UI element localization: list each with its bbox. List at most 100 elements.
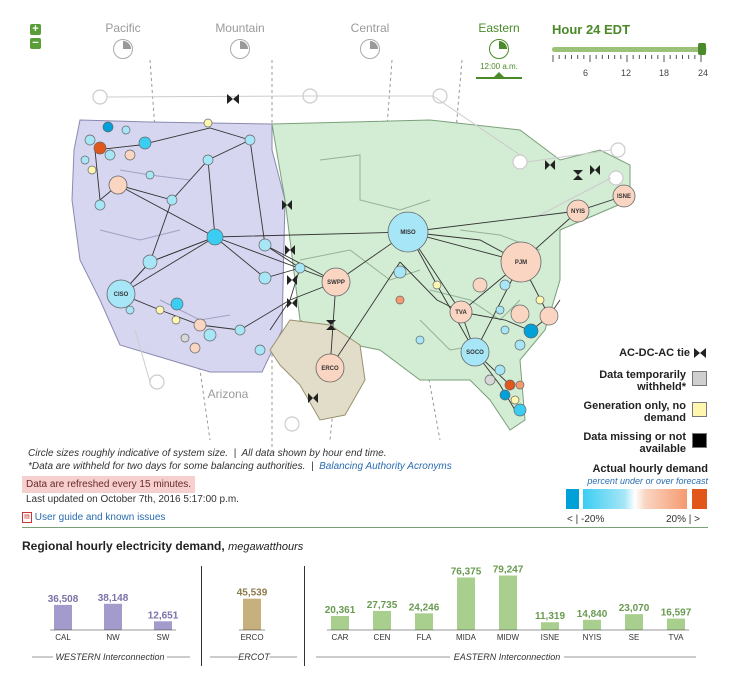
notes-line-2: *Data are withheld for two days for some…: [28, 461, 568, 472]
bar-value-fla: 24,246: [409, 602, 440, 613]
bar-value-mida: 76,375: [451, 566, 482, 577]
label-erco: ERCO: [321, 366, 339, 372]
note-hour-end: All data shown by hour end time.: [241, 448, 387, 459]
timezone-label: Mountain: [215, 21, 265, 35]
demand-color-scale: [566, 489, 707, 509]
tie-icon: [694, 348, 706, 358]
hour-label: Hour 24 EDT: [552, 22, 631, 37]
label-isne: ISNE: [617, 194, 631, 200]
bar-value-nyis: 14,840: [577, 609, 608, 620]
arizona-label: Arizona: [208, 387, 249, 401]
bar-value-se: 23,070: [619, 603, 650, 614]
node-ciso[interactable]: [106, 279, 136, 309]
bar-value-erco: 45,539: [237, 588, 268, 599]
group-label-2: EASTERN Interconnection: [454, 652, 561, 662]
gen-only-swatch: [692, 402, 707, 417]
node-soco[interactable]: [460, 337, 490, 367]
node-tva[interactable]: [449, 300, 473, 324]
bar-value-midw: 79,247: [493, 565, 524, 576]
balancing-authority-nodes[interactable]: [80, 118, 559, 417]
timezone-eastern[interactable]: Eastern 12:00 a.m.: [454, 21, 544, 79]
timezone-label: Pacific: [105, 21, 141, 35]
bar-category-midw: MIDW: [497, 633, 520, 642]
node-isne[interactable]: [612, 184, 636, 208]
hour-slider[interactable]: [552, 43, 707, 62]
zoom-out-button[interactable]: −: [30, 38, 41, 49]
bar-category-isne: ISNE: [541, 633, 560, 642]
section-divider: [304, 566, 305, 666]
bar-fla[interactable]: [415, 613, 433, 630]
tick-24: 24: [698, 68, 709, 78]
user-guide-link[interactable]: User guide and known issues: [34, 512, 166, 524]
note-separator: |: [233, 448, 237, 459]
legend-gen-only-label: Generation only, no demand: [583, 400, 686, 424]
bar-value-car: 20,361: [325, 605, 356, 616]
us-grid-map[interactable]: CISO MISO SWPP PJM NYIS ISNE TVA SOCO ER…: [0, 0, 731, 450]
bar-value-sw: 12,651: [148, 610, 179, 621]
slider-handle[interactable]: [698, 43, 706, 55]
note-withheld: *Data are withheld for two days for some…: [28, 461, 306, 472]
section-title-text: Regional hourly electricity demand,: [22, 539, 225, 553]
bar-category-mida: MIDA: [456, 633, 477, 642]
tick-18: 18: [659, 68, 670, 78]
bar-category-tva: TVA: [669, 633, 685, 642]
user-guide[interactable]: ▤ User guide and known issues: [22, 512, 165, 523]
label-soco: SOCO: [466, 350, 484, 356]
ba-acronyms-link[interactable]: Balancing Authority Acronyms: [319, 461, 452, 472]
bar-isne[interactable]: [541, 622, 559, 630]
node-nyis[interactable]: [566, 199, 590, 223]
bar-category-sw: SW: [157, 633, 170, 642]
major-ba-nodes[interactable]: [106, 175, 636, 383]
withheld-swatch: [692, 371, 707, 386]
note-separator: |: [310, 461, 314, 472]
timezone-mountain[interactable]: Mountain: [195, 21, 285, 59]
bar-se[interactable]: [625, 614, 643, 630]
bar-value-cen: 27,735: [367, 600, 398, 611]
bar-sw[interactable]: [154, 621, 172, 630]
node-erco[interactable]: [315, 353, 345, 383]
scale-low-label: < | -20%: [567, 514, 605, 525]
clock-icon: [230, 39, 250, 59]
bar-tva[interactable]: [667, 618, 685, 630]
tick-6: 6: [583, 68, 589, 78]
bar-midw[interactable]: [499, 575, 517, 630]
timezone-pacific[interactable]: Pacific: [78, 21, 168, 59]
note-sizes: Circle sizes roughly indicative of syste…: [28, 448, 229, 459]
bar-category-fla: FLA: [417, 633, 432, 642]
legend-withheld-label: Data temporarily withheld*: [599, 369, 686, 393]
pdf-icon: ▤: [22, 512, 32, 523]
bar-category-cal: CAL: [55, 633, 71, 642]
slider-fill: [552, 47, 702, 52]
divider: [22, 527, 708, 528]
section-title: Regional hourly electricity demand, mega…: [22, 539, 303, 553]
node-miso[interactable]: [387, 211, 429, 253]
bar-category-cen: CEN: [374, 633, 391, 642]
bar-category-se: SE: [629, 633, 640, 642]
color-under-max: [566, 489, 579, 509]
western-interconnection-region: [71, 119, 286, 373]
slider-track[interactable]: [552, 47, 707, 52]
bar-value-nw: 38,148: [98, 593, 129, 604]
timezone-central[interactable]: Central: [325, 21, 415, 59]
label-miso: MISO: [400, 230, 416, 236]
refresh-notice: Data are refreshed every 15 minutes.: [22, 476, 196, 493]
bar-erco[interactable]: [243, 598, 261, 630]
legend-missing-label: Data missing or not available: [583, 431, 686, 455]
bar-nyis[interactable]: [583, 619, 601, 630]
bar-nw[interactable]: [104, 603, 122, 630]
clock-icon: [113, 39, 133, 59]
bar-mida[interactable]: [457, 577, 475, 630]
scale-high-label: 20% | >: [666, 514, 701, 525]
bar-cal[interactable]: [54, 604, 72, 630]
bar-cen[interactable]: [373, 610, 391, 630]
zoom-in-button[interactable]: +: [30, 24, 41, 35]
node-swpp[interactable]: [321, 267, 351, 297]
node-pjm[interactable]: [500, 241, 542, 283]
tick-12: 12: [621, 68, 632, 78]
color-over-max: [692, 489, 707, 509]
bar-car[interactable]: [331, 616, 349, 630]
bar-value-tva: 16,597: [661, 608, 692, 619]
bar-value-cal: 36,508: [48, 594, 79, 605]
bar-category-nyis: NYIS: [583, 633, 602, 642]
active-underline: [476, 77, 522, 79]
